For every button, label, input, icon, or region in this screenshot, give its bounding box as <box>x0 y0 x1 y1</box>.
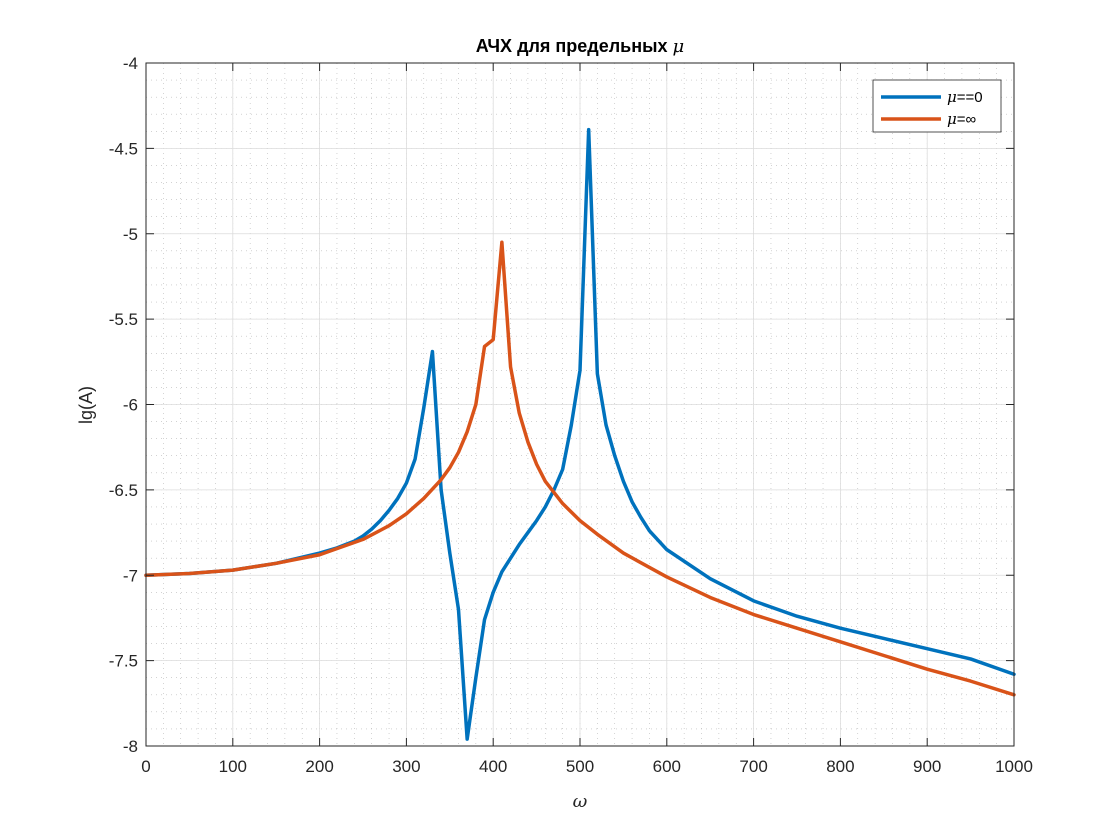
x-tick-label: 400 <box>479 757 507 776</box>
x-tick-label: 1000 <box>995 757 1033 776</box>
x-tick-label: 100 <box>219 757 247 776</box>
y-tick-label: -4 <box>123 54 138 73</box>
legend-symbol-series-1: μ <box>947 88 957 106</box>
y-tick-label: -5 <box>123 225 138 244</box>
x-tick-label: 200 <box>305 757 333 776</box>
x-tick-label: 700 <box>739 757 767 776</box>
chart-title-text: АЧХ для предельных <box>476 36 673 56</box>
legend-suffix-series-1: ==0 <box>957 89 983 106</box>
y-axis-label: lg(A) <box>76 386 96 424</box>
y-tick-label: -8 <box>123 737 138 756</box>
y-tick-label: -7 <box>123 566 138 585</box>
x-tick-label: 800 <box>826 757 854 776</box>
x-tick-label: 300 <box>392 757 420 776</box>
series-line-1 <box>144 127 1016 741</box>
y-tick-label: -6 <box>123 396 138 415</box>
chart-title: АЧХ для предельных μ <box>476 36 684 57</box>
legend-label-series-2: μ=∞ <box>947 110 977 128</box>
series-line-2 <box>144 240 1016 697</box>
x-tick-label: 500 <box>566 757 594 776</box>
series-layer <box>144 127 1016 741</box>
x-tick-label: 900 <box>913 757 941 776</box>
axis-ticks <box>145 62 1015 747</box>
y-axis-tick-labels: -8 -7.5 -7 -6.5 -6 -5.5 -5 -4.5 -4 <box>109 54 138 756</box>
y-tick-label: -6.5 <box>109 481 138 500</box>
legend-box <box>872 79 1002 133</box>
y-tick-label: -5.5 <box>109 310 138 329</box>
legend-symbol-series-2: μ <box>947 110 957 128</box>
y-tick-label: -4.5 <box>109 139 138 158</box>
y-tick-label: -7.5 <box>109 652 138 671</box>
legend-label-series-1: μ==0 <box>947 88 983 106</box>
x-tick-label: 600 <box>653 757 681 776</box>
chart-title-symbol: μ <box>673 36 685 57</box>
x-tick-label: 0 <box>141 757 150 776</box>
x-axis-label: ω <box>573 791 588 812</box>
legend: μ==0 μ=∞ <box>872 79 1002 133</box>
x-axis-tick-labels: 0 100 200 300 400 500 600 700 800 900 1000 <box>141 757 1033 776</box>
legend-suffix-series-2: =∞ <box>957 111 977 128</box>
